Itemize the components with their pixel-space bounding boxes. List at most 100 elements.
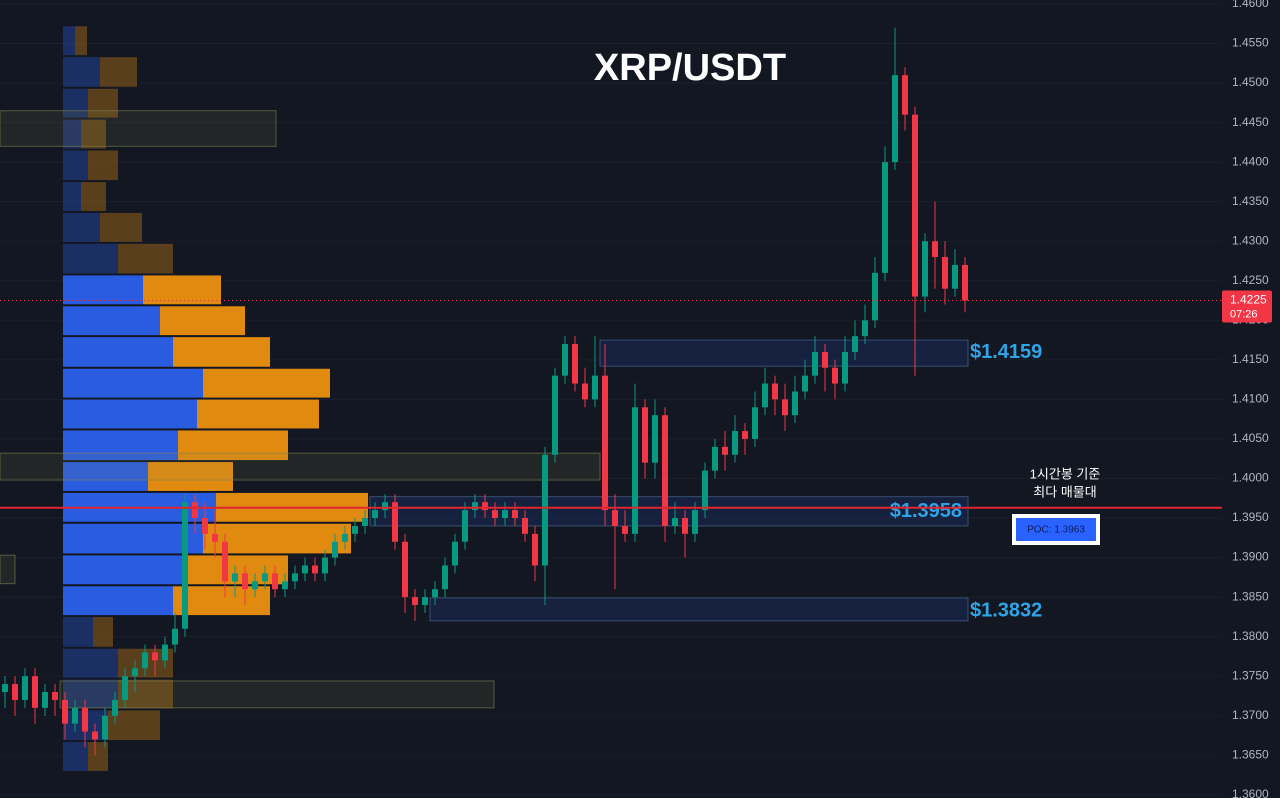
candle-body	[832, 367, 838, 384]
candle-body	[882, 162, 888, 273]
profile-sell	[100, 57, 137, 87]
chart-title: XRP/USDT	[594, 47, 786, 89]
profile-buy	[63, 586, 173, 616]
candle-body	[732, 431, 738, 455]
candle-body	[402, 541, 408, 598]
candle-body	[332, 541, 338, 558]
profile-sell	[197, 399, 319, 429]
poc-box-inner	[1016, 518, 1096, 541]
candle-body	[102, 715, 108, 740]
y-tick-label: 1.3800	[1232, 629, 1269, 643]
y-tick-label: 1.4400	[1232, 154, 1269, 168]
y-tick-label: 1.4350	[1232, 194, 1269, 208]
candle-body	[132, 668, 138, 677]
candles	[2, 27, 968, 756]
candle-body	[192, 502, 198, 519]
profile-sell	[143, 275, 221, 305]
profile-buy	[63, 399, 197, 429]
zone	[369, 496, 969, 527]
y-tick-label: 1.3950	[1232, 510, 1269, 524]
profile-sell	[88, 742, 108, 771]
candle-body	[52, 692, 58, 700]
candle-body	[862, 320, 868, 337]
candle-body	[482, 502, 488, 511]
candle-body	[162, 644, 168, 661]
candle-body	[252, 581, 258, 590]
candle-body	[792, 391, 798, 416]
countdown: 07:26	[1230, 308, 1258, 320]
profile-buy	[63, 368, 203, 398]
candle-body	[742, 431, 748, 439]
y-tick-label: 1.4150	[1232, 352, 1269, 366]
candle-body	[692, 510, 698, 534]
candle-body	[852, 336, 858, 352]
profile-sell	[203, 368, 330, 398]
candle-body	[922, 241, 928, 297]
candle-body	[372, 510, 378, 519]
candle-body	[902, 75, 908, 115]
profile-buy	[63, 617, 93, 647]
candle-body	[232, 573, 238, 582]
candle-body	[172, 628, 178, 645]
zones: $1.4159 $1.3958 $1.3832	[0, 110, 1042, 709]
annotation: 1시간봉 기준	[1030, 466, 1101, 481]
y-tick-label: 1.4050	[1232, 431, 1269, 445]
candle-body	[592, 375, 598, 400]
candle-body	[512, 510, 518, 519]
candle-body	[92, 731, 98, 740]
candle-body	[662, 415, 668, 526]
candle-body	[492, 510, 498, 519]
candle-body	[222, 541, 228, 582]
candle-body	[502, 510, 508, 519]
profile-sell	[88, 88, 118, 118]
profile-buy	[63, 648, 118, 678]
candle-body	[262, 573, 268, 582]
y-tick-label: 1.4450	[1232, 115, 1269, 129]
profile-buy	[63, 26, 75, 56]
profile-sell	[100, 212, 142, 242]
candle-body	[282, 581, 288, 590]
profile-buy	[63, 182, 81, 211]
candle-body	[622, 525, 628, 534]
y-tick-label: 1.4500	[1232, 75, 1269, 89]
profile-sell	[75, 26, 87, 56]
price-tag-label: 1.4225	[1230, 293, 1267, 307]
profile-buy	[63, 430, 178, 461]
candle-body	[712, 446, 718, 471]
y-tick-label: 1.4000	[1232, 471, 1269, 485]
candle-body	[722, 446, 728, 455]
profile-sell	[88, 150, 118, 181]
profile-buy	[63, 555, 188, 585]
zone-label: $1.3832	[970, 600, 1042, 622]
y-tick-label: 1.3600	[1232, 787, 1269, 798]
candle-body	[952, 264, 958, 289]
profile-sell	[81, 182, 106, 211]
zone	[0, 554, 16, 585]
candle-body	[12, 684, 18, 700]
profile-sell	[160, 306, 245, 336]
profile-buy	[63, 742, 88, 771]
profile-buy	[63, 88, 88, 118]
candle-body	[352, 525, 358, 534]
candle-body	[672, 518, 678, 526]
y-tick-label: 1.3900	[1232, 550, 1269, 564]
candle-body	[452, 541, 458, 566]
candle-body	[782, 399, 788, 416]
zone	[599, 339, 969, 367]
profile-sell	[93, 617, 113, 647]
candle-body	[32, 676, 38, 708]
candle-body	[432, 589, 438, 598]
y-tick-label: 1.4550	[1232, 36, 1269, 50]
candle-body	[582, 383, 588, 400]
candle-body	[22, 676, 28, 700]
y-tick-label: 1.3850	[1232, 589, 1269, 603]
profile-buy	[63, 119, 81, 149]
candle-body	[292, 573, 298, 582]
candle-body	[242, 573, 248, 590]
candle-body	[542, 454, 548, 566]
profile-buy	[63, 212, 100, 242]
profile-buy	[63, 57, 100, 87]
poc-label: POC: 1.3963	[1027, 525, 1085, 536]
candle-body	[752, 407, 758, 439]
